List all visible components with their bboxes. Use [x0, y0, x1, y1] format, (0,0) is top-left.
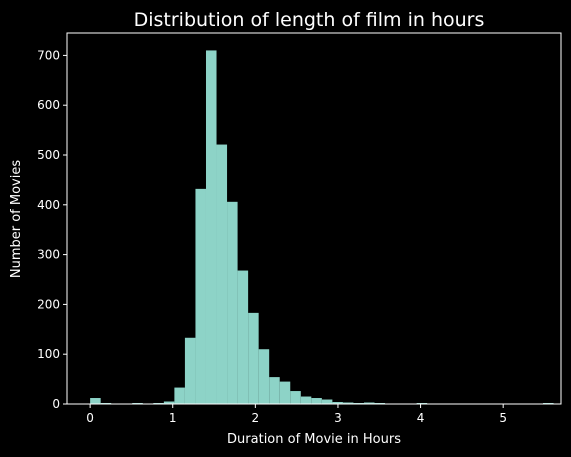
- histogram-bar-0: [90, 398, 101, 404]
- x-axis: 0 1 2 3 4 5: [86, 404, 507, 425]
- y-axis: 0 100 200 300 400 500 600 700: [37, 48, 67, 411]
- x-tick-label: 3: [334, 411, 342, 425]
- histogram-bar-24: [342, 402, 354, 404]
- histogram-bar-7: [163, 401, 175, 404]
- histogram-bar-10: [195, 188, 206, 404]
- histogram-bar-22: [321, 399, 333, 404]
- chart-title: Distribution of length of film in hours: [134, 9, 485, 31]
- histogram-bar-15: [248, 312, 259, 404]
- x-tick-label: 5: [499, 411, 507, 425]
- x-tick-label: 0: [86, 411, 94, 425]
- histogram-bar-23: [332, 402, 343, 404]
- y-tick-label: 300: [37, 248, 60, 262]
- histogram-bar-13: [227, 201, 238, 404]
- histogram-bar-12: [216, 144, 228, 405]
- x-axis-label: Duration of Movie in Hours: [227, 432, 401, 447]
- y-tick-label: 0: [52, 397, 60, 411]
- histogram-bar-20: [300, 396, 312, 404]
- histogram-bar-17: [269, 377, 280, 404]
- histogram-bar-18: [279, 381, 291, 404]
- x-tick-label: 2: [252, 411, 260, 425]
- y-tick-label: 100: [37, 347, 60, 361]
- histogram-bar-8: [174, 387, 185, 404]
- histogram-bar-9: [184, 337, 196, 404]
- x-tick-label: 4: [417, 411, 425, 425]
- histogram-bar-19: [290, 391, 301, 404]
- x-tick-label: 1: [169, 411, 177, 425]
- y-tick-label: 200: [37, 297, 60, 311]
- y-tick-label: 500: [37, 148, 60, 162]
- histogram-bar-16: [258, 349, 270, 404]
- y-tick-label: 400: [37, 198, 60, 212]
- histogram-bar-11: [205, 50, 217, 405]
- y-tick-label: 600: [37, 98, 60, 112]
- y-tick-label: 700: [37, 48, 60, 62]
- histogram-bar-21: [311, 398, 322, 404]
- y-axis-label: Number of Movies: [9, 160, 24, 278]
- plot-frame: [66, 32, 562, 405]
- histogram-bar-26: [363, 402, 375, 404]
- histogram-bar-14: [237, 270, 249, 404]
